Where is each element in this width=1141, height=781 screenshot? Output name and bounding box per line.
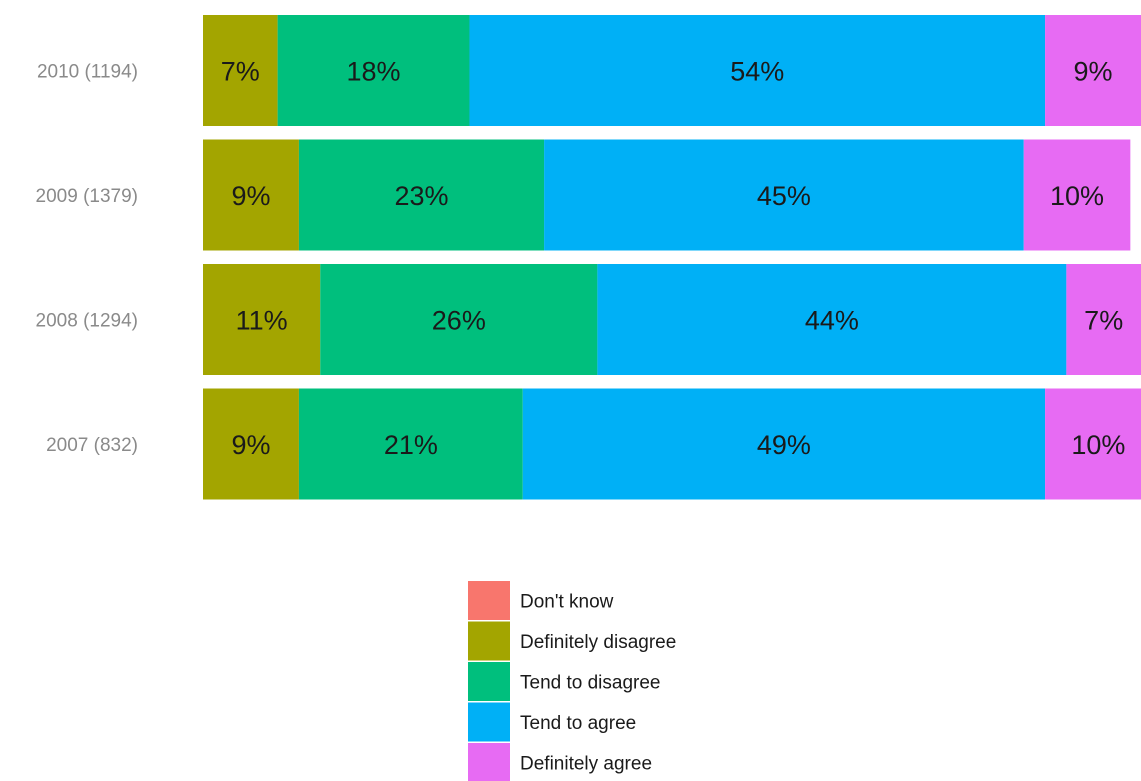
- data-label: 21%: [384, 430, 438, 460]
- data-label: 9%: [1074, 57, 1113, 87]
- category-label: 2008 (1294): [36, 311, 138, 332]
- bar-segment: [597, 264, 1067, 375]
- legend-label: Tend to disagree: [520, 673, 661, 694]
- data-label: 26%: [432, 306, 486, 336]
- data-label: 49%: [757, 430, 811, 460]
- bar-segment: [544, 139, 1024, 251]
- category-label: 2010 (1194): [37, 62, 138, 83]
- bar-segment: [1023, 139, 1131, 251]
- legend-key: [468, 621, 510, 661]
- category-label: 2007 (832): [46, 435, 138, 456]
- category-label: 2009 (1379): [36, 186, 138, 207]
- bar-segment: [522, 388, 1046, 500]
- bar-segment: [203, 139, 299, 251]
- data-label: 7%: [221, 57, 260, 87]
- legend-label: Definitely disagree: [520, 632, 676, 653]
- data-label: 23%: [394, 181, 448, 211]
- data-label: 10%: [1050, 181, 1104, 211]
- category-labels: 2010 (1194) 2009 (1379) 2008 (1294) 2007 (8…: [36, 62, 138, 457]
- bar-segment: [203, 15, 278, 126]
- legend-label: Don't know: [520, 592, 614, 613]
- bar-segment: [203, 388, 299, 500]
- legend-label: Tend to agree: [520, 713, 636, 734]
- data-label: 10%: [1071, 430, 1125, 460]
- bar-segment: [320, 264, 598, 375]
- data-label: 45%: [757, 181, 811, 211]
- bar-segment: [203, 264, 321, 375]
- data-label: 9%: [231, 181, 270, 211]
- bars-group: 7% 18% 54% 9% 9% 23% 45% 10% 11% 26% 44% 7% 9% 21% 49%…: [203, 15, 1141, 500]
- bar-segment: [277, 15, 470, 126]
- legend-key: [468, 743, 510, 781]
- data-label: 9%: [231, 430, 270, 460]
- bar-segment: [1066, 264, 1141, 375]
- data-label: 54%: [730, 57, 784, 87]
- bar-segment: [298, 139, 545, 251]
- legend-key: [468, 581, 510, 620]
- legend-key: [468, 702, 510, 742]
- data-label: 18%: [347, 57, 401, 87]
- bar-segment: [298, 388, 523, 500]
- bar-segment: [1045, 388, 1141, 500]
- data-label: 7%: [1084, 306, 1123, 336]
- bar-segment: [1045, 15, 1141, 126]
- legend: Don't know Definitely disagree Tend to dis…: [468, 581, 676, 781]
- data-label: 44%: [805, 306, 859, 336]
- legend-key: [468, 662, 510, 701]
- legend-label: Definitely agree: [520, 754, 652, 775]
- data-label: 11%: [236, 306, 288, 336]
- bar-segment: [469, 15, 1046, 126]
